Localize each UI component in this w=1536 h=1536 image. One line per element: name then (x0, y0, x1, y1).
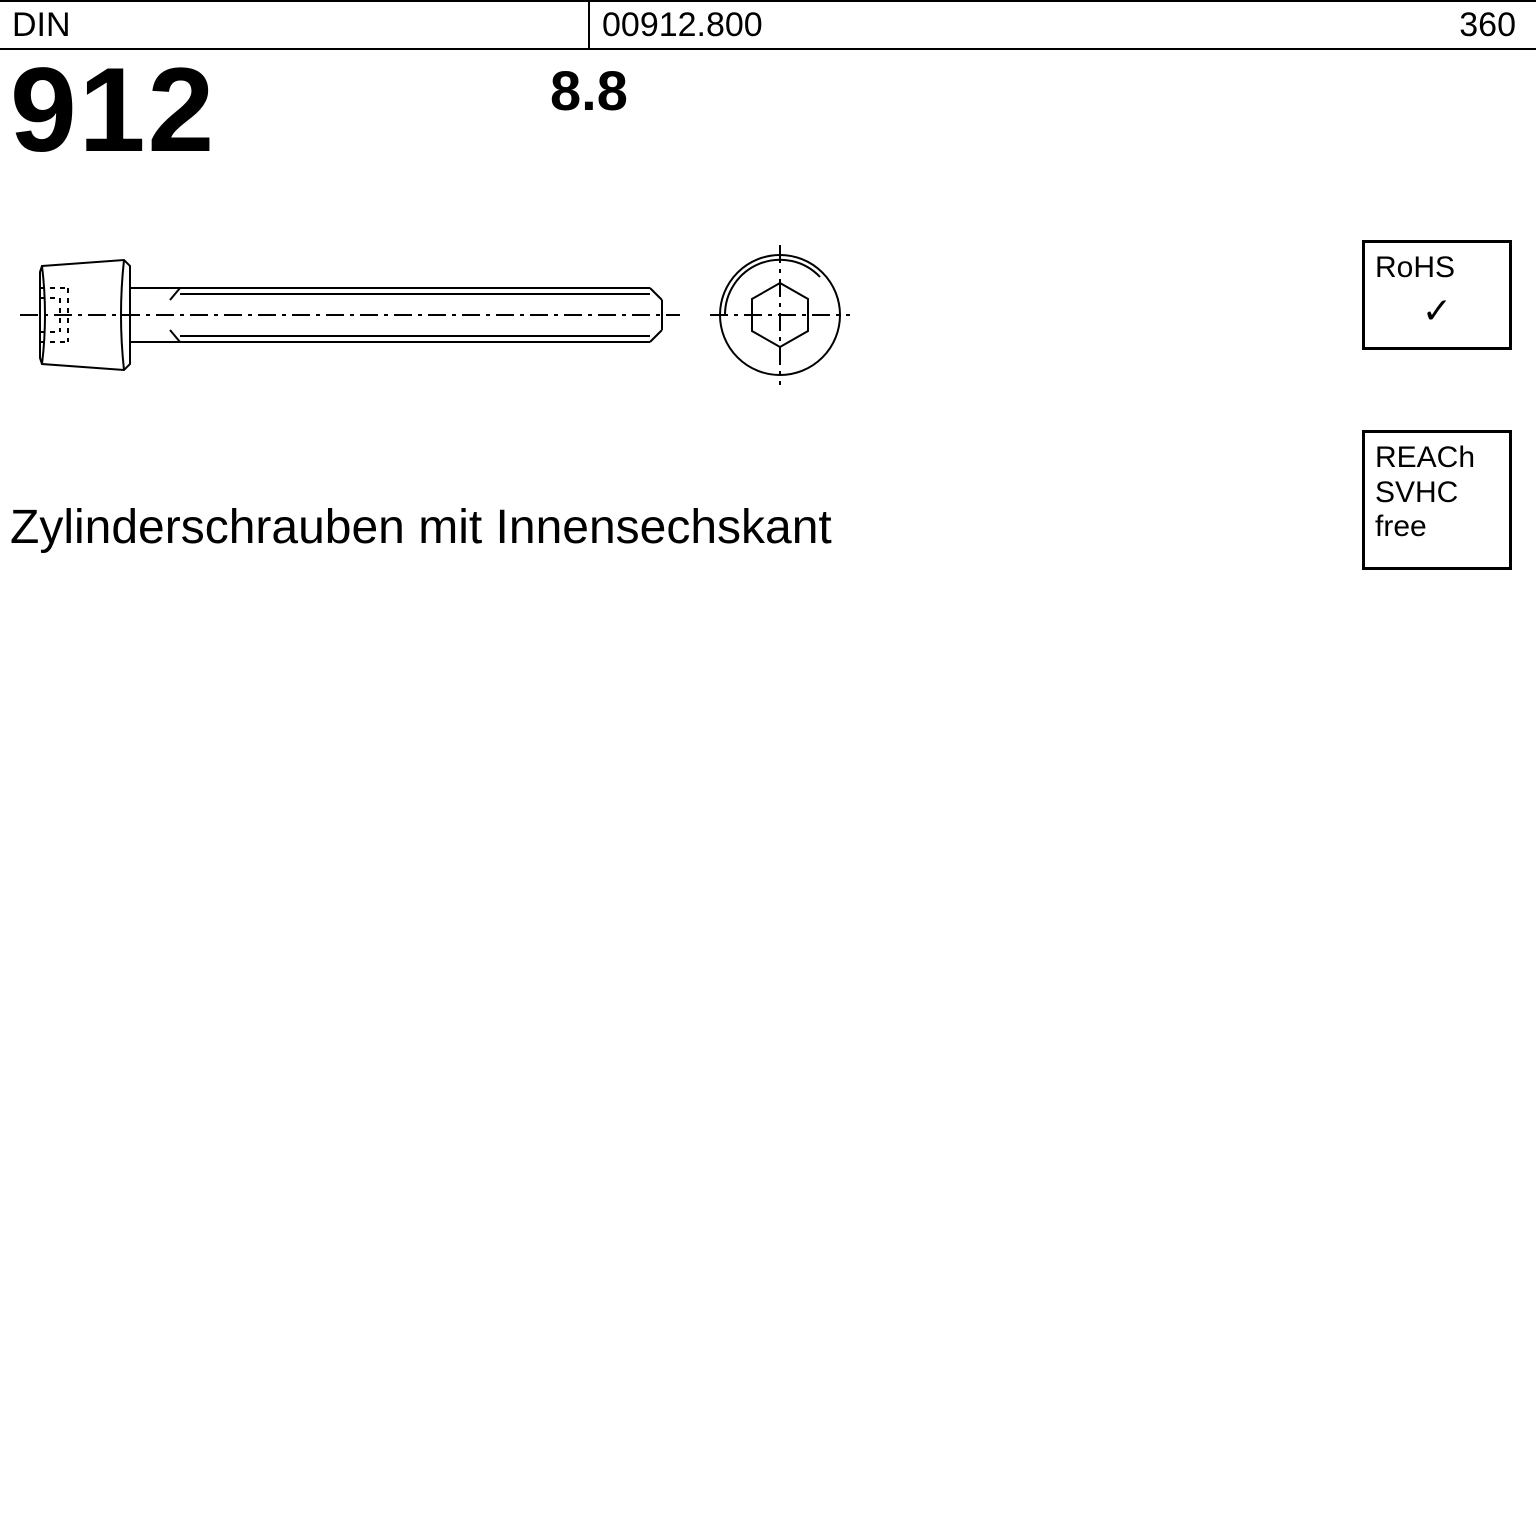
strength-class: 8.8 (550, 58, 628, 123)
rohs-badge: RoHS ✓ (1362, 240, 1512, 350)
reach-line2: SVHC (1375, 476, 1499, 511)
reach-line3: free (1375, 510, 1499, 545)
header-article-code: 00912.800 (590, 2, 1370, 48)
header-row: DIN 00912.800 360 (0, 0, 1536, 50)
reach-line1: REACh (1375, 441, 1499, 476)
product-description: Zylinderschrauben mit Innensechskant (10, 500, 832, 555)
header-standard-label: DIN (0, 2, 590, 48)
standard-number: 912 (10, 50, 216, 170)
screw-diagram (20, 230, 880, 410)
reach-badge: REACh SVHC free (1362, 430, 1512, 570)
datasheet: DIN 00912.800 360 912 8.8 (0, 0, 1536, 700)
rohs-label: RoHS (1375, 251, 1455, 284)
check-icon: ✓ (1375, 290, 1499, 331)
header-right-code: 360 (1370, 2, 1536, 48)
